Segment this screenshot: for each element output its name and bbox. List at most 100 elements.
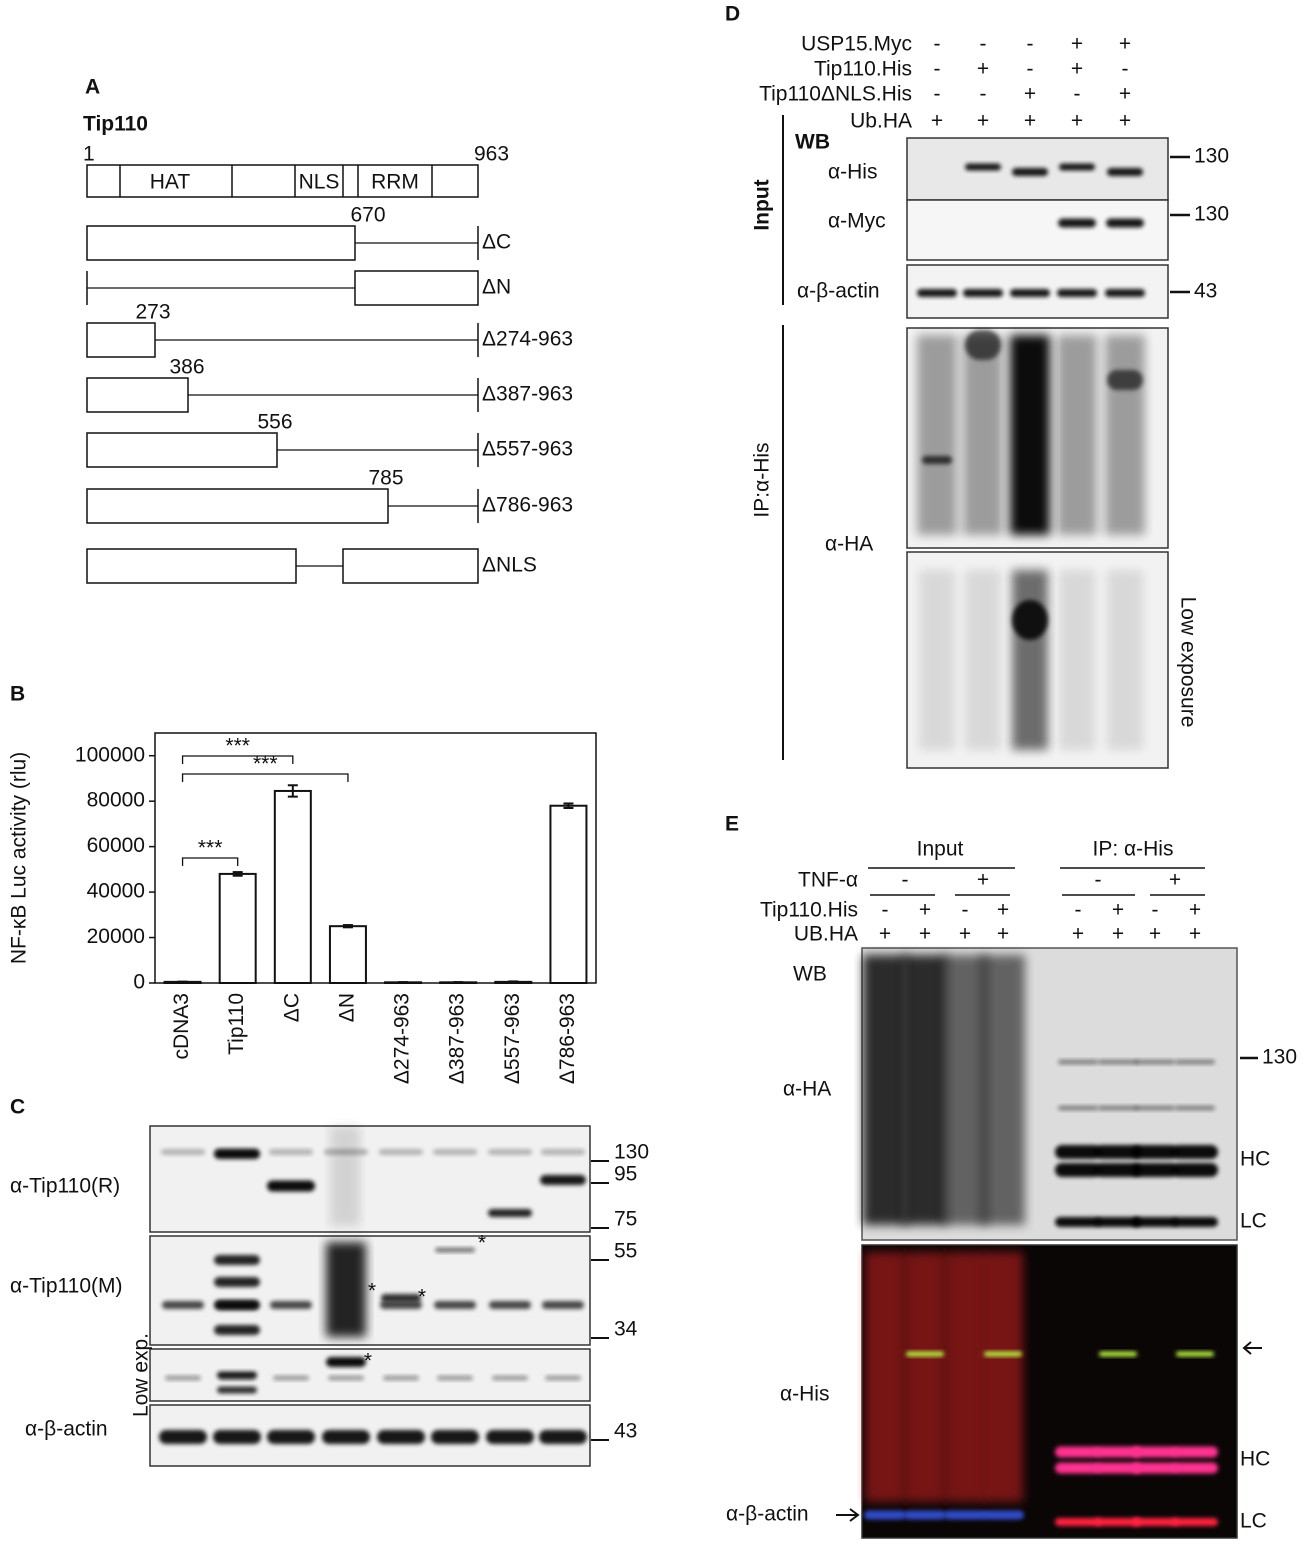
band [1172,1463,1218,1474]
smear [1010,335,1050,535]
condition-sign: + [919,923,931,946]
condition-label: Tip110.His [760,899,858,922]
y-tick-label: 100000 [75,743,145,766]
condition-sign: - [1027,58,1034,81]
group-label: Input [917,838,964,861]
condition-sign: - [902,869,909,892]
condition-sign: + [1189,923,1201,946]
arrow [836,1509,858,1521]
construct-box [355,271,478,305]
construct-box [87,378,188,412]
band [213,1430,261,1444]
bar [220,874,256,983]
smear [326,1242,366,1337]
condition-sign: + [1119,83,1131,106]
group-label: IP:α-His [751,442,774,517]
band [1172,1447,1218,1458]
smear [905,1252,945,1502]
marker-label: 130 [614,1141,649,1164]
condition-sign: + [879,923,891,946]
band [1135,1106,1175,1111]
band [1012,168,1048,176]
band [214,1325,260,1335]
smear [1107,570,1143,750]
chain-label: LC [1240,1210,1267,1233]
antibody-label: Low exp. [130,1333,153,1417]
band [540,1175,586,1185]
band [492,1376,528,1381]
condition-sign: - [1075,899,1082,922]
condition-sign: + [1024,83,1036,106]
condition-sign: + [977,110,989,133]
condition-sign: + [1071,33,1083,56]
band [864,1511,906,1520]
condition-sign: - [980,83,987,106]
construct-box [87,549,296,583]
band [161,1149,205,1155]
band [267,1430,315,1444]
condition-sign: + [997,899,1009,922]
residue-label: 1 [83,143,95,166]
blot [907,200,1168,260]
smear [1105,335,1145,535]
domain-label: HAT [150,171,191,194]
band [1132,1145,1178,1159]
construct-box [87,489,388,523]
band [922,456,952,464]
condition-sign: + [1112,899,1124,922]
protein-title: Tip110 [83,113,148,136]
antibody-label: α-β-actin [25,1418,108,1441]
band [1058,1060,1098,1065]
panel-label: E [725,813,739,836]
band [963,289,1003,297]
construct-box [87,433,277,467]
condition-sign: + [919,899,931,922]
condition-sign: + [1119,33,1131,56]
method-label: WB [795,131,830,154]
band [1172,1163,1218,1177]
band [1172,1145,1218,1159]
band [1175,1060,1215,1065]
condition-sign: + [931,110,943,133]
band [944,1511,986,1520]
residue-label: 273 [135,301,170,324]
construct-name: Δ274-963 [482,328,573,351]
band [214,1255,260,1265]
smear [1012,570,1048,750]
construct-name: ΔNLS [482,554,537,577]
smear [1059,570,1095,750]
antibody-label: α-β-actin [797,280,880,303]
band [267,1181,315,1192]
condition-sign: + [997,923,1009,946]
band [1058,1106,1098,1111]
marker-label: 34 [614,1318,638,1341]
domain-label: RRM [371,171,419,194]
band [437,1376,473,1381]
band [1055,1518,1101,1526]
antibody-label: α-Tip110(R) [10,1175,120,1198]
bar [275,791,311,983]
band [1105,289,1145,297]
panel-label: A [85,76,100,99]
band [1055,1217,1101,1227]
band [545,1376,581,1381]
significance-label: *** [253,753,278,776]
condition-sign: + [1149,923,1161,946]
band [539,1430,587,1444]
band [1176,1352,1214,1357]
chain-label: LC [1240,1510,1267,1533]
band [1098,1106,1138,1111]
construct-name: Δ786-963 [482,494,573,517]
condition-sign: + [1119,110,1131,133]
y-tick-label: 20000 [87,925,145,948]
band [1012,600,1048,640]
antibody-label: α-Tip110(M) [10,1275,123,1298]
condition-sign: - [980,33,987,56]
condition-sign: - [1095,869,1102,892]
condition-sign: - [1074,83,1081,106]
arrow [1244,1342,1262,1354]
antibody-label: α-β-actin [726,1503,809,1526]
y-tick-label: 80000 [87,789,145,812]
antibody-label: α-His [828,161,877,184]
marker-label: 130 [1194,203,1229,226]
